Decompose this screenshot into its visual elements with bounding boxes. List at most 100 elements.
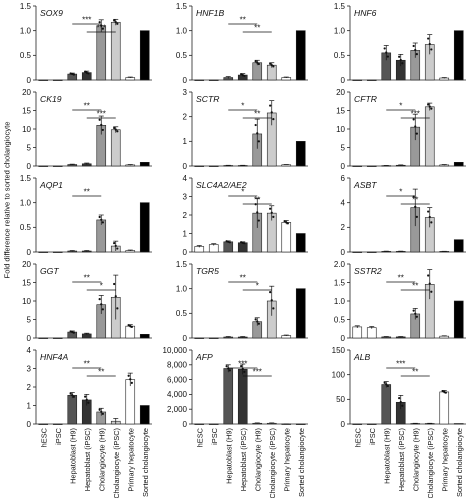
data-point bbox=[401, 404, 404, 407]
bar bbox=[237, 368, 248, 425]
bar bbox=[52, 251, 63, 253]
x-category-label: Sorted cholangiocyte bbox=[141, 428, 150, 497]
data-point bbox=[241, 241, 244, 244]
y-tick-label: 15 bbox=[22, 106, 31, 115]
data-point bbox=[101, 221, 104, 224]
significance-label: ** bbox=[84, 102, 90, 111]
data-point bbox=[412, 44, 415, 48]
data-point bbox=[101, 128, 104, 132]
data-point bbox=[257, 62, 260, 66]
panel-title: CFTR bbox=[354, 94, 377, 104]
y-tick-label: 0 bbox=[183, 420, 188, 429]
data-point bbox=[240, 365, 243, 368]
bar bbox=[439, 391, 450, 425]
bar bbox=[295, 423, 306, 425]
y-tick-label: 1.0 bbox=[176, 284, 188, 293]
data-point bbox=[412, 309, 415, 312]
data-point bbox=[116, 247, 119, 250]
data-point bbox=[254, 60, 257, 63]
y-tick-label: 0 bbox=[183, 162, 188, 171]
y-tick-label: 50 bbox=[336, 395, 345, 404]
y-tick-label: 0.5 bbox=[334, 315, 346, 324]
panel-title: ASBT bbox=[353, 180, 377, 190]
data-point bbox=[243, 370, 246, 373]
data-point bbox=[427, 37, 430, 40]
x-category-label: Sorted cholangiocyte bbox=[297, 428, 306, 497]
y-tick-label: 10 bbox=[22, 125, 31, 134]
bar bbox=[110, 129, 121, 167]
y-tick-label: 6 bbox=[341, 174, 346, 183]
x-category-label: Cholangiocyte (iPSC) bbox=[426, 428, 435, 498]
bar bbox=[208, 423, 219, 425]
bar bbox=[125, 325, 136, 339]
y-tick-label: 5 bbox=[341, 143, 346, 152]
significance-label: ** bbox=[84, 188, 90, 197]
y-tick-label: 100 bbox=[332, 370, 346, 379]
y-tick-label: 2 bbox=[27, 383, 32, 392]
data-point bbox=[256, 132, 259, 135]
data-point bbox=[430, 290, 433, 293]
data-point bbox=[100, 123, 103, 126]
data-point bbox=[272, 65, 275, 68]
data-point bbox=[113, 126, 116, 130]
data-point bbox=[272, 118, 275, 121]
bar bbox=[295, 141, 306, 167]
y-tick-label: 2 bbox=[183, 211, 188, 220]
bar bbox=[366, 79, 377, 81]
y-tick-label: 2 bbox=[341, 223, 346, 232]
significance-label: *** bbox=[82, 16, 91, 25]
data-point bbox=[84, 395, 87, 398]
significance-label: ** bbox=[254, 110, 260, 119]
significance-label: ** bbox=[254, 196, 260, 205]
data-point bbox=[399, 58, 402, 62]
data-point bbox=[286, 222, 289, 225]
y-tick-label: 20 bbox=[22, 260, 31, 269]
y-tick-label: 15 bbox=[336, 106, 345, 115]
significance-label: *** bbox=[97, 110, 106, 119]
data-point bbox=[414, 205, 417, 208]
data-point bbox=[427, 274, 430, 277]
y-tick-label: 1.0 bbox=[334, 297, 346, 306]
bar bbox=[139, 405, 150, 425]
y-tick-label: 4,000 bbox=[167, 390, 188, 399]
data-point bbox=[430, 107, 433, 110]
bar bbox=[52, 423, 63, 425]
x-category-label: Hepatoblast (H9) bbox=[68, 428, 77, 484]
y-tick-label: 0 bbox=[183, 76, 188, 85]
data-point bbox=[101, 308, 104, 311]
bar bbox=[352, 423, 363, 425]
data-point bbox=[114, 21, 117, 24]
panel-title: SCTR bbox=[196, 94, 219, 104]
y-tick-label: 0.5 bbox=[176, 309, 188, 318]
x-category-label: Hepatoblast (H9) bbox=[224, 428, 233, 484]
data-point bbox=[254, 318, 257, 321]
x-category-label: hESC bbox=[353, 427, 362, 447]
bar bbox=[194, 337, 205, 339]
significance-label: *** bbox=[411, 110, 420, 119]
data-point bbox=[399, 400, 402, 404]
data-point bbox=[269, 104, 272, 107]
bar bbox=[453, 162, 464, 167]
data-point bbox=[257, 140, 260, 143]
data-point bbox=[385, 383, 388, 386]
x-category-label: iPSC bbox=[210, 427, 219, 445]
panel-title: HNF4A bbox=[40, 352, 68, 362]
y-tick-label: 2.0 bbox=[334, 260, 346, 269]
significance-label: * bbox=[241, 188, 244, 197]
bar bbox=[295, 288, 306, 339]
y-tick-label: 1 bbox=[27, 401, 32, 410]
data-point bbox=[269, 207, 272, 210]
bar bbox=[208, 79, 219, 81]
bar bbox=[352, 79, 363, 81]
data-point bbox=[98, 408, 101, 411]
panel-title: HNF6 bbox=[354, 8, 377, 18]
y-tick-label: 1.5 bbox=[334, 2, 346, 11]
bar bbox=[352, 251, 363, 253]
bar bbox=[38, 79, 49, 81]
data-point bbox=[256, 211, 259, 214]
y-tick-label: 3 bbox=[183, 192, 188, 201]
data-point bbox=[383, 47, 386, 50]
data-point bbox=[398, 397, 401, 400]
y-tick-label: 0 bbox=[183, 248, 188, 257]
